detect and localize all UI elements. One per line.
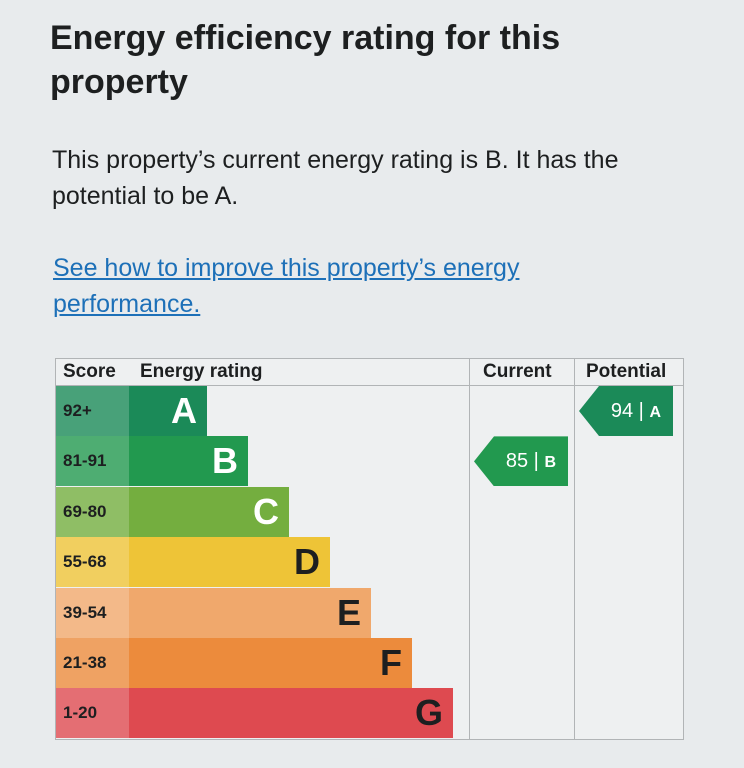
marker-score: 94	[610, 400, 634, 422]
title: Energy efficiency rating for this proper…	[50, 19, 561, 101]
column-rule	[574, 359, 575, 739]
rating-table: Score Energy rating Current Potential 92…	[55, 358, 684, 740]
separator: |	[528, 450, 545, 473]
marker-score: 85	[505, 450, 529, 473]
score-cell: 81-91	[56, 436, 129, 487]
column-header: Score	[63, 361, 116, 382]
column-header: Current	[483, 361, 552, 382]
rating-letter: C	[253, 490, 279, 532]
rating-letter: D	[294, 541, 320, 583]
score-cell: 21-38	[56, 638, 129, 688]
marker-band: B	[544, 454, 556, 472]
column-header: Potential	[586, 361, 667, 382]
rating-bar: G	[129, 688, 453, 739]
summary: This property’s current energy rating is…	[52, 146, 619, 210]
column-header: Energy rating	[140, 361, 263, 382]
rating-letter: G	[414, 692, 443, 734]
rating-bar: B	[129, 436, 248, 487]
rating-letter: A	[171, 390, 197, 431]
header-rule	[56, 385, 683, 386]
rating-bar: C	[129, 486, 289, 537]
separator: |	[633, 400, 650, 422]
rating-bar: D	[129, 537, 330, 588]
improve-link[interactable]: See how to improve this property’s energ…	[53, 254, 520, 318]
rating-letter: F	[380, 642, 402, 683]
score-cell: 55-68	[56, 537, 129, 588]
rating-bar: F	[129, 638, 412, 688]
score-cell: 69-80	[56, 486, 129, 537]
rating-letter: E	[336, 591, 361, 633]
rating-letter: B	[212, 440, 238, 482]
score-cell: 1-20	[56, 688, 129, 739]
score-cell: 92+	[56, 386, 129, 436]
current-marker: 85 | B	[474, 436, 568, 487]
potential-marker: 94 | A	[579, 386, 673, 436]
rating-bar: A	[129, 386, 207, 436]
marker-band: A	[649, 404, 661, 421]
score-cell: 39-54	[56, 587, 129, 638]
rating-bar: E	[129, 587, 371, 638]
column-rule	[469, 359, 470, 739]
